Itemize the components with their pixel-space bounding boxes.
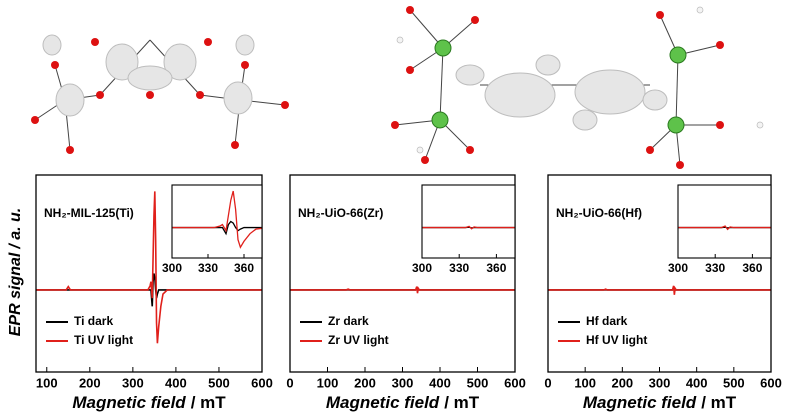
inset-frame (421, 184, 516, 259)
x-tick-label: 300 (649, 375, 671, 390)
panel-label: NH₂-MIL-125(Ti) (44, 206, 134, 220)
inset-line (678, 225, 771, 231)
plot-frame (289, 174, 516, 373)
legend-label: Hf dark (586, 314, 628, 328)
x-axis-label: Magnetic field / mT (72, 393, 226, 412)
panel-label: NH₂-UiO-66(Zr) (298, 206, 383, 220)
x-tick-label: 600 (251, 375, 273, 390)
x-tick-label: 400 (429, 375, 451, 390)
inset-line (172, 220, 262, 236)
inset-line (172, 190, 262, 249)
x-tick-label: 200 (611, 375, 633, 390)
x-axis-label-name: Magnetic field (583, 393, 697, 412)
inset-x-tick-label: 300 (668, 261, 688, 275)
legend-label: Zr dark (328, 314, 369, 328)
x-axis-label-unit: / mT (701, 393, 737, 412)
inset-bg (172, 185, 262, 258)
molecule-zr-hf (391, 6, 764, 169)
inset-frame (171, 184, 263, 259)
x-tick-label: 500 (723, 375, 745, 390)
x-tick-label: 0 (286, 375, 293, 390)
x-axis-label-unit: / mT (191, 393, 227, 412)
charts: EPR signal / a. u. 100 200 300 400 500 600 Ti da… (7, 174, 782, 412)
y-axis-label: EPR signal / a. u. (7, 208, 24, 336)
inset-bg (422, 185, 515, 258)
inset-line (422, 225, 515, 230)
series-line (290, 286, 515, 294)
x-tick-label: 600 (504, 375, 526, 390)
inset-x-tick-label: 330 (198, 261, 218, 275)
inset-bg (678, 185, 771, 258)
x-axis-label: Magnetic field / mT (326, 393, 480, 412)
inset-x-tick-label: 330 (705, 261, 725, 275)
plot-frame (35, 174, 263, 373)
x-axis-label-name: Magnetic field (72, 393, 186, 412)
x-tick-label: 500 (208, 375, 230, 390)
x-tick-label: 0 (544, 375, 551, 390)
x-tick-label: 400 (165, 375, 187, 390)
x-axis-label-unit: / mT (444, 393, 480, 412)
legend-label: Ti dark (74, 314, 113, 328)
y-axis-label-name: EPR signal (7, 252, 24, 336)
inset-x-tick-label: 360 (486, 261, 506, 275)
series-line (36, 191, 262, 344)
x-tick-label: 600 (760, 375, 782, 390)
inset-line (422, 226, 515, 229)
x-tick-label: 400 (686, 375, 708, 390)
x-tick-label: 100 (574, 375, 596, 390)
legend-label: Ti UV light (74, 333, 133, 347)
molecule-ti (31, 34, 289, 154)
x-tick-label: 100 (317, 375, 339, 390)
x-tick-label: 200 (354, 375, 376, 390)
panel-label: NH₂-UiO-66(Hf) (556, 206, 642, 220)
x-tick-label: 300 (122, 375, 144, 390)
legend-label: Zr UV light (328, 333, 389, 347)
inset-x-tick-label: 300 (412, 261, 432, 275)
x-tick-label: 300 (392, 375, 414, 390)
x-tick-label: 500 (467, 375, 489, 390)
series-line (548, 285, 771, 295)
inset-x-tick-label: 300 (162, 261, 182, 275)
inset-x-tick-label: 360 (742, 261, 762, 275)
inset-frame (677, 184, 772, 259)
inset-x-tick-label: 360 (234, 261, 254, 275)
x-axis-label-name: Magnetic field (326, 393, 440, 412)
y-axis-label-unit: / a. u. (7, 208, 24, 250)
plot-frame (547, 174, 772, 373)
x-axis-label: Magnetic field / mT (583, 393, 737, 412)
inset-x-tick-label: 330 (449, 261, 469, 275)
legend-label: Hf UV light (586, 333, 647, 347)
x-tick-label: 100 (36, 375, 58, 390)
x-tick-label: 200 (79, 375, 101, 390)
